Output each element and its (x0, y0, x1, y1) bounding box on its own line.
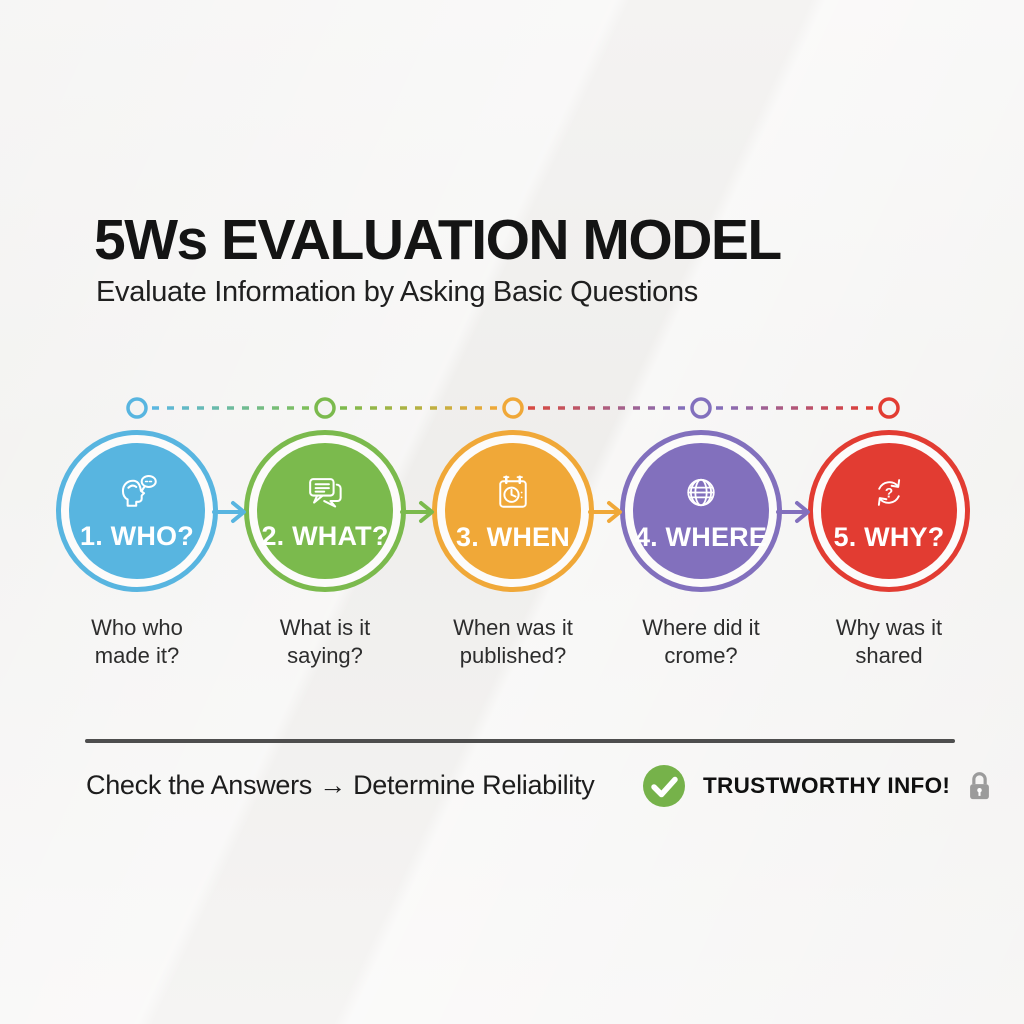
arrow-who-to-what-icon (212, 501, 246, 523)
caption-where: Where did it crome? (642, 615, 760, 668)
page-title: 5Ws EVALUATION MODEL (94, 208, 782, 272)
step-circle-who: 1. WHO? (56, 430, 218, 592)
caption-who: Who who made it? (91, 615, 183, 668)
caption-why: Why was it shared (835, 615, 943, 668)
arrow-where-to-why-icon (776, 501, 810, 523)
lock-icon (970, 772, 990, 800)
trustworthy-label: TRUSTWORTHY INFO! (703, 773, 951, 798)
step-circle-why: ? 5. WHY? (808, 430, 970, 592)
step-label-why: 5. WHY? (833, 521, 945, 552)
timeline-track (126, 397, 900, 419)
globe-icon (687, 478, 715, 506)
step-label-who: 1. WHO? (80, 520, 194, 551)
divider-line (85, 739, 955, 743)
arrow-what-to-when-icon (400, 501, 434, 523)
page-subtitle: Evaluate Information by Asking Basic Que… (96, 276, 698, 308)
step-disc-why: ? 5. WHY? (821, 443, 957, 579)
svg-text:?: ? (885, 485, 893, 500)
step-circle-where: 4. WHERE (620, 430, 782, 592)
caption-what: What is it saying? (279, 615, 371, 668)
footer-check-text: Check the Answers → Determine Reliabilit… (86, 770, 595, 800)
timeline-node-when (502, 397, 524, 419)
step-label-where: 4. WHERE (634, 521, 768, 552)
refresh-question-icon: ? (877, 478, 901, 506)
timeline-node-where (690, 397, 712, 419)
calendar-clock-icon (499, 474, 527, 508)
step-circle-what: 2. WHAT? (244, 430, 406, 592)
step-disc-where: 4. WHERE (633, 443, 769, 579)
caption-when: When was it published? (453, 615, 573, 668)
step-disc-what: 2. WHAT? (257, 443, 393, 579)
step-disc-when: 3. WHEN (445, 443, 581, 579)
chat-bubbles-icon (309, 477, 342, 508)
step-label-what: 2. WHAT? (261, 520, 389, 551)
checkmark-circle-icon (643, 765, 685, 807)
person-speech-bubble-icon (121, 474, 157, 507)
step-label-when: 3. WHEN (456, 521, 570, 552)
step-circle-when: 3. WHEN (432, 430, 594, 592)
timeline-node-why (878, 397, 900, 419)
arrow-when-to-where-icon (588, 501, 622, 523)
timeline-node-what (314, 397, 336, 419)
timeline-node-who (126, 397, 148, 419)
step-disc-who: 1. WHO? (69, 443, 205, 579)
trustworthy-badge: TRUSTWORTHY INFO! (642, 764, 992, 808)
